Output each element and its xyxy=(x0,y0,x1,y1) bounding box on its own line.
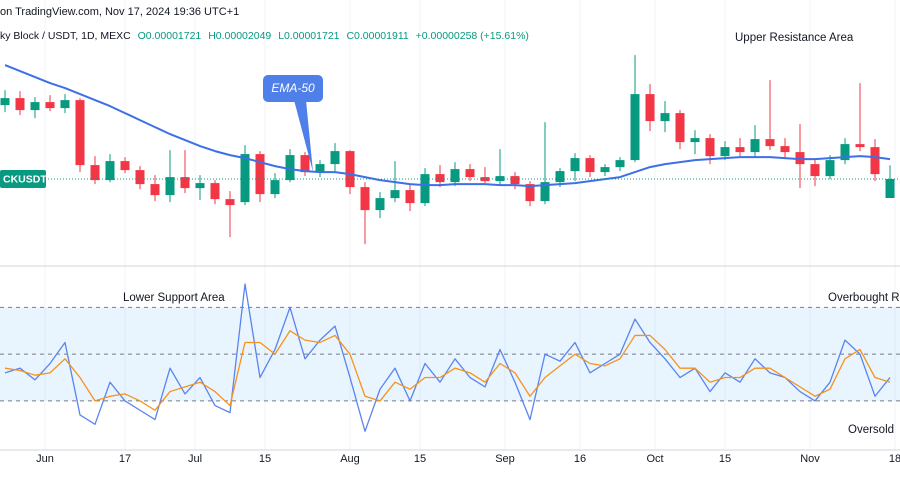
candle-body xyxy=(615,160,625,168)
ema-line xyxy=(4,64,891,188)
candle-body xyxy=(705,138,715,157)
annotation: Overbought R xyxy=(828,292,900,304)
candle-body xyxy=(540,182,550,202)
x-tick-label: 17 xyxy=(119,453,131,465)
candle-body xyxy=(225,199,235,206)
candle-body xyxy=(105,161,115,181)
candle-body xyxy=(510,176,520,185)
candle-body xyxy=(375,198,385,211)
candle-body xyxy=(825,160,835,177)
candle-body xyxy=(690,138,700,143)
candle-body xyxy=(435,174,445,183)
candle-body xyxy=(150,184,160,196)
candle-body xyxy=(495,176,505,182)
candle-body xyxy=(570,158,580,172)
x-tick-label: 15 xyxy=(719,453,731,465)
candle-body xyxy=(0,98,10,106)
candle-body xyxy=(15,98,25,111)
candle-body xyxy=(870,147,880,175)
candle-body xyxy=(255,154,265,195)
candle-body xyxy=(270,180,280,195)
source-line: on TradingView.com, Nov 17, 2024 19:36 U… xyxy=(0,6,239,18)
candle-body xyxy=(30,102,40,111)
price-tag xyxy=(0,170,46,188)
x-tick-label: Nov xyxy=(800,453,820,465)
candle-body xyxy=(195,183,205,189)
candle-body xyxy=(480,177,490,182)
x-tick-label: Jul xyxy=(188,453,202,465)
annotation: Oversold xyxy=(848,424,894,436)
indicator-line xyxy=(4,330,891,411)
candle-body xyxy=(525,184,535,202)
candle-body xyxy=(645,94,655,122)
x-tick-label: Jun xyxy=(36,453,54,465)
candle-body xyxy=(360,187,370,211)
candle-body xyxy=(75,100,85,166)
candle-body xyxy=(735,147,745,153)
candle-body xyxy=(630,94,640,161)
candle-body xyxy=(180,177,190,189)
candle-body xyxy=(600,167,610,173)
ohlc-close: C0.00001911 xyxy=(346,30,408,42)
candle-body xyxy=(60,100,70,109)
candle-body xyxy=(420,174,430,204)
candle-body xyxy=(285,155,295,181)
candle-body xyxy=(300,155,310,173)
candle-body xyxy=(810,164,820,177)
x-tick-label: 15 xyxy=(414,453,426,465)
symbol-legend: ky Block / USDT, 1D, MEXC O0.00001721 H0… xyxy=(0,30,529,42)
candle-body xyxy=(450,169,460,183)
candle-body xyxy=(840,144,850,161)
ohlc-open: O0.00001721 xyxy=(138,30,202,42)
grid xyxy=(0,0,900,450)
plot-area xyxy=(0,55,900,432)
candle-body xyxy=(675,113,685,143)
candle-body xyxy=(750,139,760,153)
candle-body xyxy=(720,147,730,157)
x-tick-label: 16 xyxy=(574,453,586,465)
callout-box xyxy=(263,75,323,102)
candle-body xyxy=(585,158,595,173)
candle-body xyxy=(765,139,775,147)
candle-body xyxy=(465,169,475,178)
x-tick-label: Sep xyxy=(495,453,515,465)
x-tick-label: 15 xyxy=(259,453,271,465)
x-tick-label: Aug xyxy=(340,453,360,465)
callout-label: EMA-50 xyxy=(271,81,315,95)
candle-body xyxy=(330,151,340,165)
candle-body xyxy=(405,190,415,204)
candle-body xyxy=(315,164,325,173)
candle-body xyxy=(885,179,895,198)
callout-arrow xyxy=(294,100,313,172)
candle-body xyxy=(210,183,220,200)
ohlc-change: +0.00000258 (+15.61%) xyxy=(416,30,529,42)
candle-body xyxy=(555,171,565,183)
candle-body xyxy=(120,161,130,171)
candle-body xyxy=(90,165,100,181)
candle-body xyxy=(855,144,865,148)
annotation: Lower Support Area xyxy=(123,292,225,304)
candle-body xyxy=(240,154,250,203)
candle-body xyxy=(135,170,145,185)
annotation: Upper Resistance Area xyxy=(735,32,854,44)
candle-body xyxy=(45,102,55,109)
candle-body xyxy=(345,151,355,188)
x-tick-label: Oct xyxy=(646,453,663,465)
symbol: ky Block / USDT, 1D, MEXC xyxy=(0,30,131,42)
candle-body xyxy=(780,146,790,153)
ohlc-high: H0.00002049 xyxy=(208,30,271,42)
ohlc-low: L0.00001721 xyxy=(278,30,339,42)
candle-body xyxy=(390,190,400,199)
x-tick-label: 18 xyxy=(889,453,900,465)
price-tag-label: CKUSDT xyxy=(3,173,47,185)
candle-body xyxy=(165,177,175,196)
indicator-line xyxy=(4,283,891,432)
candle-body xyxy=(660,113,670,122)
